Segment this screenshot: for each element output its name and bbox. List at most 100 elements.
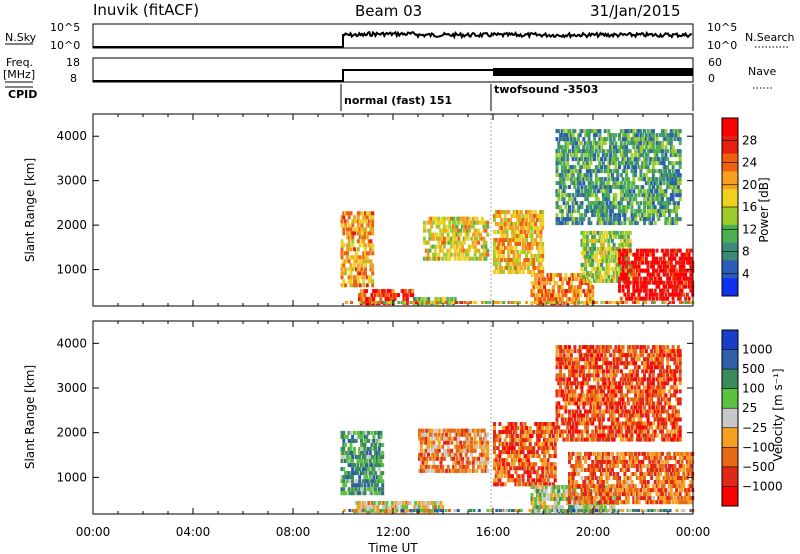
echo-cell bbox=[428, 432, 432, 437]
echo-cell bbox=[676, 480, 680, 484]
echo-cell bbox=[625, 266, 629, 271]
echo-cell bbox=[484, 468, 488, 473]
echo-cell bbox=[635, 468, 639, 472]
echo-cell bbox=[639, 268, 643, 273]
echo-cell bbox=[569, 485, 573, 489]
echo-cell bbox=[612, 197, 616, 202]
echo-cell bbox=[618, 455, 621, 460]
echo-cell bbox=[349, 267, 353, 272]
echo-cell bbox=[471, 220, 475, 225]
echo-cell bbox=[367, 223, 371, 228]
echo-cell bbox=[569, 133, 573, 138]
echo-cell bbox=[612, 213, 616, 218]
echo-cell bbox=[541, 293, 545, 298]
echo-cell bbox=[612, 177, 616, 182]
echo-cell bbox=[541, 250, 545, 254]
echo-cell bbox=[539, 230, 543, 234]
echo-cell bbox=[512, 454, 516, 459]
echo-cell bbox=[486, 232, 490, 237]
freq-line bbox=[93, 69, 493, 82]
echo-cell bbox=[365, 301, 369, 304]
echo-cell bbox=[374, 487, 378, 492]
echo-cell bbox=[534, 254, 538, 258]
echo-cell bbox=[596, 189, 600, 194]
echo-cell bbox=[370, 455, 374, 459]
echo-cell bbox=[505, 446, 509, 451]
echo-cell bbox=[509, 238, 513, 242]
echo-cell bbox=[619, 252, 623, 257]
echo-cell bbox=[589, 201, 593, 206]
echo-cell bbox=[666, 496, 670, 501]
echo-cell bbox=[568, 277, 571, 282]
echo-cell bbox=[664, 464, 668, 468]
echo-cell bbox=[578, 493, 582, 497]
echo-cell bbox=[557, 505, 561, 510]
echo-cell bbox=[655, 284, 659, 289]
echo-cell bbox=[432, 220, 435, 225]
echo-cell bbox=[666, 137, 670, 142]
echo-cell bbox=[560, 181, 564, 186]
echo-cell bbox=[530, 218, 534, 222]
echo-cell bbox=[555, 165, 559, 170]
echo-cell bbox=[521, 478, 525, 483]
echo-cell bbox=[603, 301, 607, 304]
echo-cell bbox=[419, 432, 423, 437]
echo-cell bbox=[530, 226, 534, 230]
echo-cell bbox=[435, 448, 439, 453]
echo-cell bbox=[358, 259, 362, 264]
echo-cell bbox=[528, 450, 532, 455]
echo-cell bbox=[344, 483, 347, 488]
echo-cell bbox=[419, 456, 423, 461]
echo-cell bbox=[479, 436, 482, 441]
echo-cell bbox=[500, 238, 504, 242]
echo-cell bbox=[457, 244, 461, 249]
echo-cell bbox=[564, 169, 568, 174]
echo-cell bbox=[651, 301, 654, 304]
echo-cell bbox=[550, 277, 554, 282]
echo-cell bbox=[381, 491, 385, 496]
echo-cell bbox=[512, 222, 516, 226]
echo-cell bbox=[621, 145, 625, 150]
echo-cell bbox=[354, 483, 358, 488]
echo-cell bbox=[498, 214, 502, 218]
echo-cell bbox=[576, 413, 580, 418]
echo-cell bbox=[516, 482, 520, 487]
echo-cell bbox=[639, 256, 643, 261]
echo-cell bbox=[596, 455, 600, 460]
echo-cell bbox=[646, 480, 650, 484]
echo-cell bbox=[457, 252, 461, 257]
echo-cell bbox=[371, 219, 375, 224]
echo-cell bbox=[589, 221, 593, 226]
echo-cell bbox=[668, 268, 671, 273]
echo-cell bbox=[469, 220, 473, 225]
echo-cell bbox=[646, 181, 650, 186]
echo-cell bbox=[568, 389, 571, 394]
echo-cell bbox=[550, 430, 554, 434]
echo-cell bbox=[542, 301, 546, 304]
echo-cell bbox=[383, 509, 387, 514]
echo-cell bbox=[628, 268, 632, 273]
echo-cell bbox=[496, 454, 500, 459]
echo-cell bbox=[605, 500, 609, 505]
echo-cell bbox=[587, 238, 591, 243]
echo-cell bbox=[632, 129, 636, 134]
echo-cell bbox=[535, 273, 539, 278]
echo-cell bbox=[682, 256, 686, 261]
echo-cell bbox=[571, 413, 575, 418]
echo-cell bbox=[546, 273, 550, 278]
echo-cell bbox=[601, 468, 605, 472]
echo-cell bbox=[648, 205, 652, 210]
echo-cell bbox=[560, 393, 564, 398]
echo-cell bbox=[685, 468, 689, 472]
echo-cell bbox=[344, 251, 348, 256]
echo-cell bbox=[539, 301, 542, 304]
echo-cell bbox=[526, 258, 530, 262]
echo-cell bbox=[626, 185, 630, 190]
echo-cell bbox=[344, 271, 348, 276]
echo-cell bbox=[427, 468, 430, 473]
echo-cell bbox=[657, 141, 661, 146]
echo-cell bbox=[573, 464, 577, 468]
echo-cell bbox=[685, 451, 689, 456]
echo-cell bbox=[468, 428, 472, 433]
echo-cell bbox=[639, 260, 643, 265]
